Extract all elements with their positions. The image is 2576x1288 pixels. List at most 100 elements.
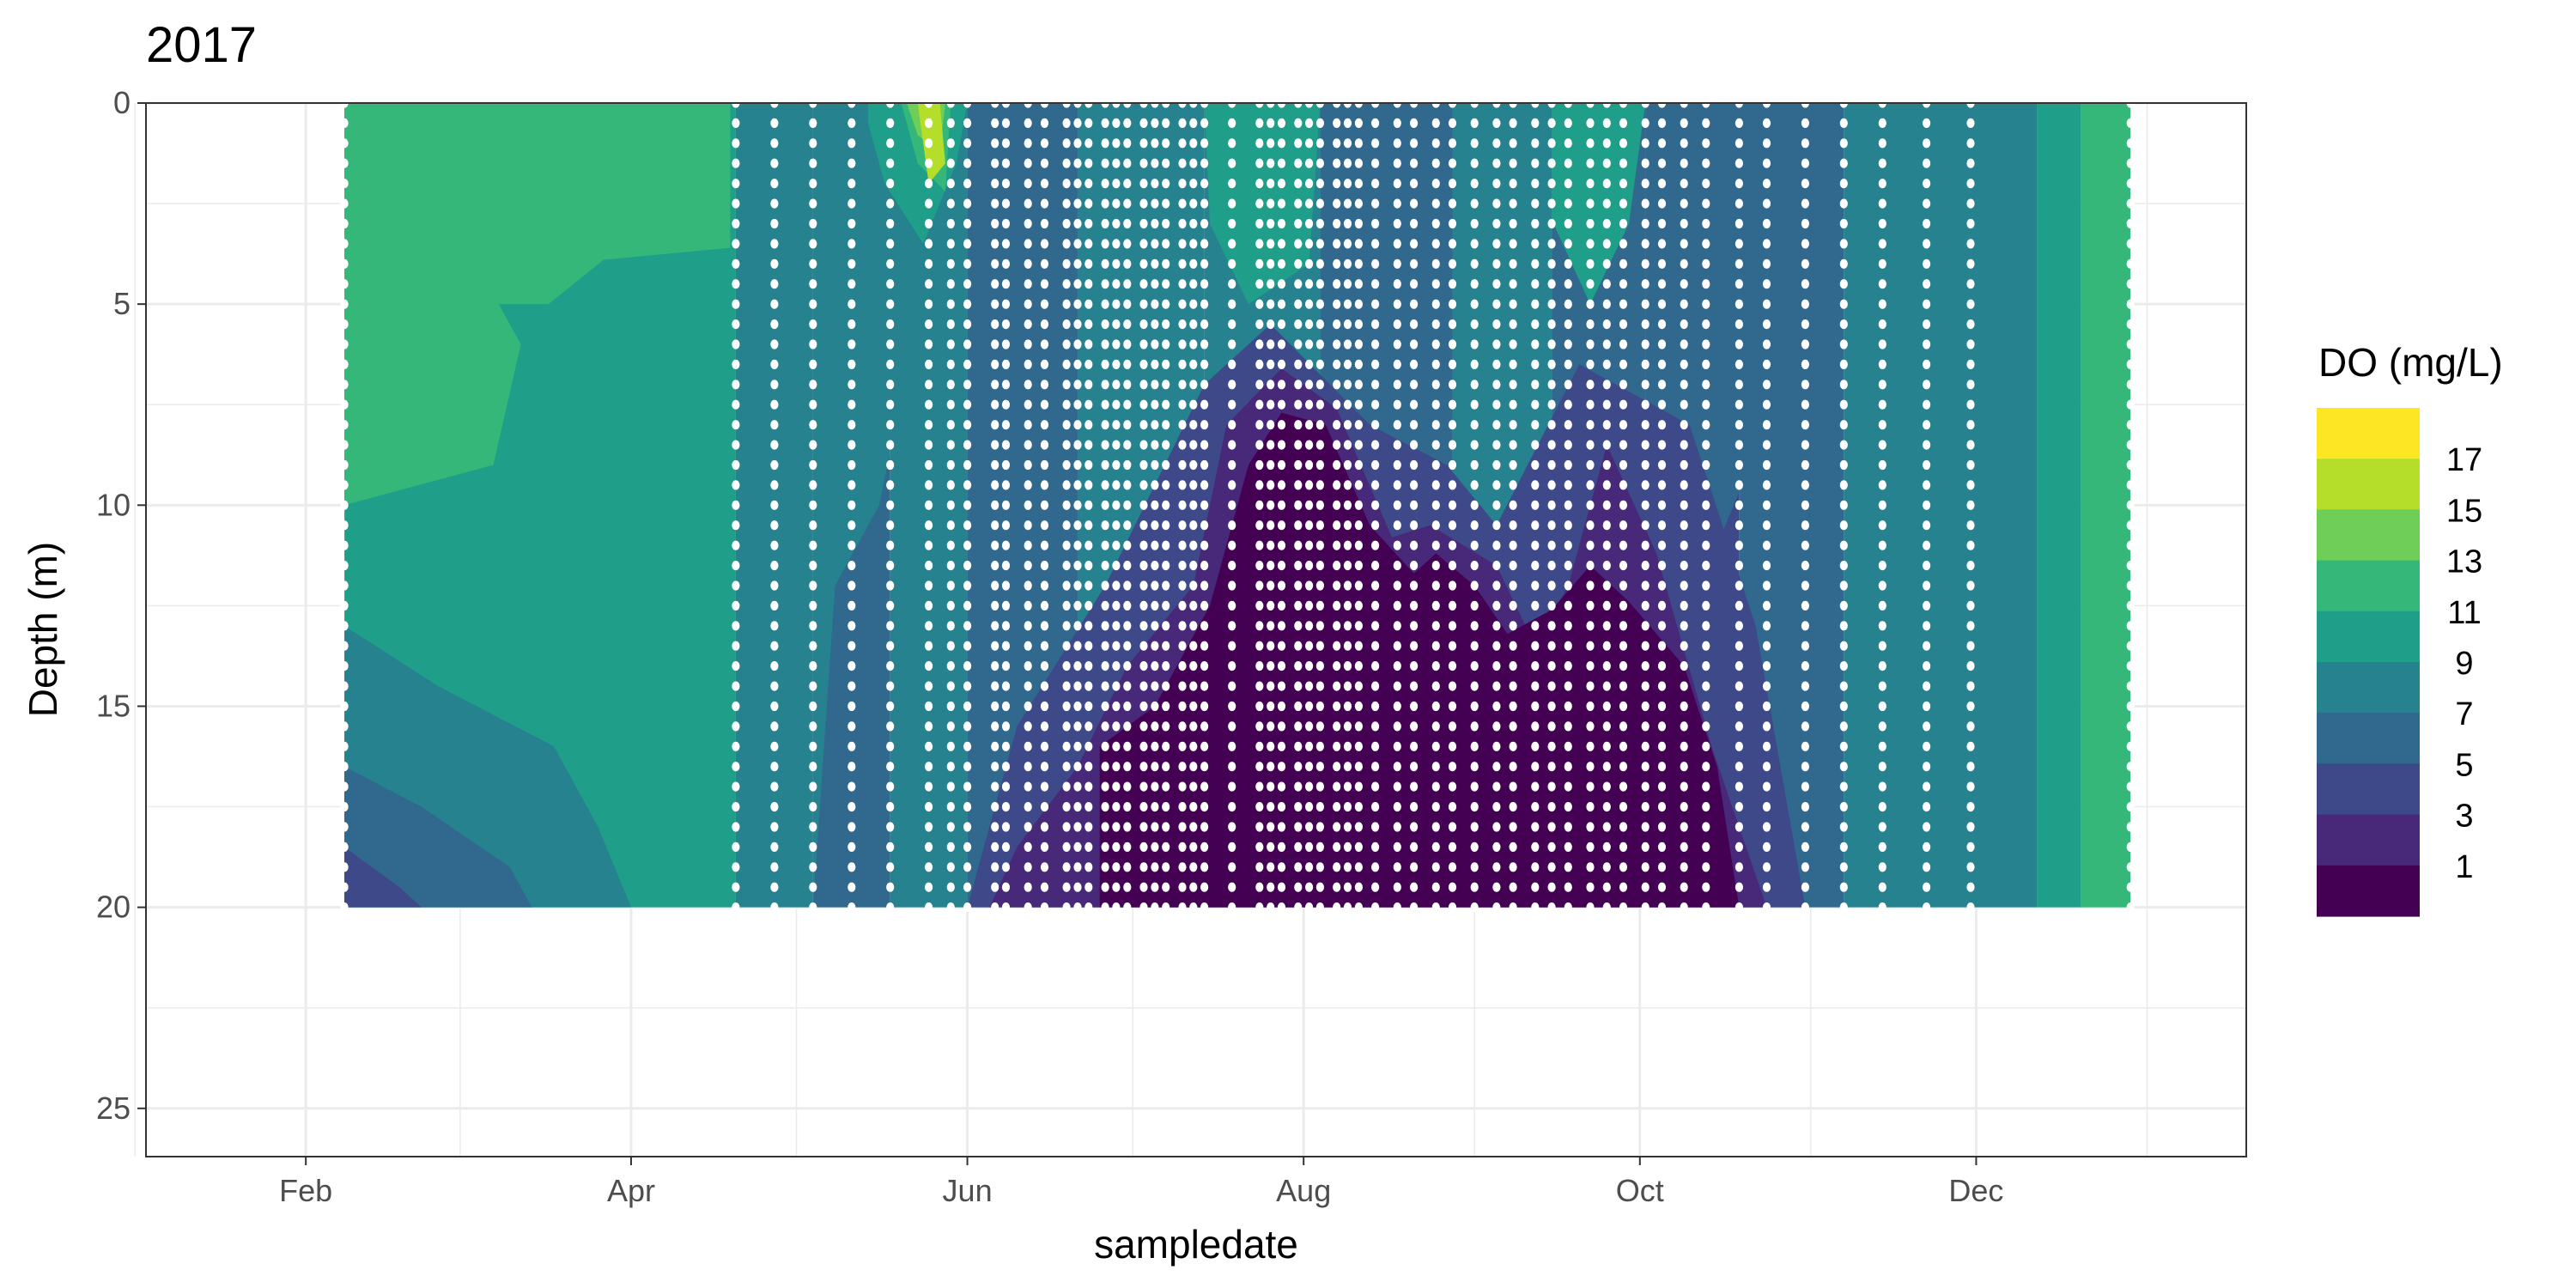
sample-point — [991, 661, 999, 671]
sample-point — [1200, 118, 1209, 128]
sample-point — [1294, 459, 1303, 471]
sample-point — [1228, 480, 1236, 490]
sample-point — [991, 420, 999, 430]
sample-point — [1547, 459, 1556, 471]
sample-point — [946, 600, 955, 611]
sample-point — [991, 540, 999, 550]
sample-point — [1162, 681, 1170, 691]
sample-point — [1641, 882, 1649, 892]
sample-point — [1680, 179, 1688, 189]
sample-point — [1641, 138, 1649, 149]
sample-point — [1492, 721, 1501, 732]
sample-point — [1294, 641, 1303, 651]
sample-point — [1431, 319, 1440, 330]
sample-point — [1294, 239, 1303, 249]
sample-point — [1492, 420, 1501, 430]
sample-point — [340, 319, 349, 330]
sample-point — [1139, 179, 1148, 189]
sample-point — [2126, 862, 2135, 872]
sample-point — [1492, 258, 1501, 269]
sample-point — [1101, 480, 1109, 490]
sample-point — [1371, 138, 1380, 149]
sample-point — [1200, 741, 1209, 751]
sample-point — [1112, 239, 1121, 249]
sample-point — [1431, 138, 1440, 149]
sample-point — [1200, 540, 1209, 550]
sample-point — [1151, 380, 1159, 390]
sample-point — [991, 158, 999, 168]
sample-point — [1448, 902, 1457, 913]
sample-point — [1040, 359, 1049, 369]
sample-point — [1101, 118, 1109, 128]
sample-point — [1923, 561, 1931, 571]
sample-point — [1024, 459, 1032, 471]
sample-point — [1139, 862, 1148, 872]
sample-point — [1343, 279, 1352, 289]
sample-point — [1801, 841, 1809, 853]
sample-point — [1531, 138, 1540, 149]
sample-point — [1333, 681, 1341, 691]
sample-point — [1255, 641, 1264, 651]
sample-point — [1431, 239, 1440, 249]
sample-point — [848, 681, 856, 691]
sample-point — [1255, 299, 1264, 309]
sample-point — [1200, 359, 1209, 369]
sample-point — [732, 299, 740, 309]
sample-point — [2126, 258, 2135, 269]
sample-point — [1509, 359, 1517, 369]
sample-point — [1470, 480, 1479, 490]
sample-point — [1151, 158, 1159, 168]
sample-point — [1657, 258, 1667, 269]
sample-point — [1602, 420, 1611, 430]
sample-point — [1410, 781, 1419, 792]
sample-point — [1470, 600, 1479, 611]
sample-point — [1602, 319, 1611, 330]
sample-point — [1492, 600, 1501, 611]
sample-point — [1200, 440, 1209, 450]
sample-point — [1619, 561, 1628, 571]
sample-point — [1162, 862, 1170, 872]
sample-point — [1178, 520, 1187, 531]
sample-point — [1139, 239, 1148, 249]
sample-point — [1333, 600, 1341, 611]
sample-point — [1878, 781, 1886, 792]
legend-label: 1 — [2455, 849, 2473, 885]
sample-point — [1470, 862, 1479, 872]
sample-point — [1151, 299, 1159, 309]
sample-point — [1564, 701, 1572, 712]
sample-point — [1255, 339, 1264, 349]
sample-point — [1547, 862, 1556, 872]
sample-point — [1564, 641, 1572, 651]
legend-label: 5 — [2455, 747, 2473, 783]
sample-point — [1255, 138, 1264, 149]
sample-point — [1333, 319, 1341, 330]
sample-point — [1139, 661, 1148, 671]
sample-point — [1255, 158, 1264, 168]
sample-point — [1101, 862, 1109, 872]
sample-point — [1801, 359, 1809, 369]
sample-point — [1228, 520, 1236, 531]
sample-point — [1200, 258, 1209, 269]
sample-point — [1602, 459, 1611, 471]
sample-point — [1509, 641, 1517, 651]
sample-point — [1602, 882, 1611, 892]
sample-point — [1448, 762, 1457, 772]
sample-point — [1878, 661, 1886, 671]
sample-point — [1178, 359, 1187, 369]
sample-point — [1040, 701, 1049, 712]
sample-point — [340, 500, 349, 510]
sample-point — [1315, 540, 1324, 550]
sample-point — [732, 802, 740, 812]
sample-point — [732, 380, 740, 390]
sample-point — [1073, 339, 1082, 349]
sample-point — [1878, 561, 1886, 571]
sample-point — [1178, 258, 1187, 269]
sample-point — [1189, 762, 1198, 772]
sample-point — [809, 902, 817, 913]
sample-point — [1564, 580, 1572, 591]
sample-point — [1139, 902, 1148, 913]
sample-point — [1040, 118, 1049, 128]
sample-point — [732, 399, 740, 410]
sample-point — [1305, 580, 1314, 591]
sample-point — [925, 480, 933, 490]
